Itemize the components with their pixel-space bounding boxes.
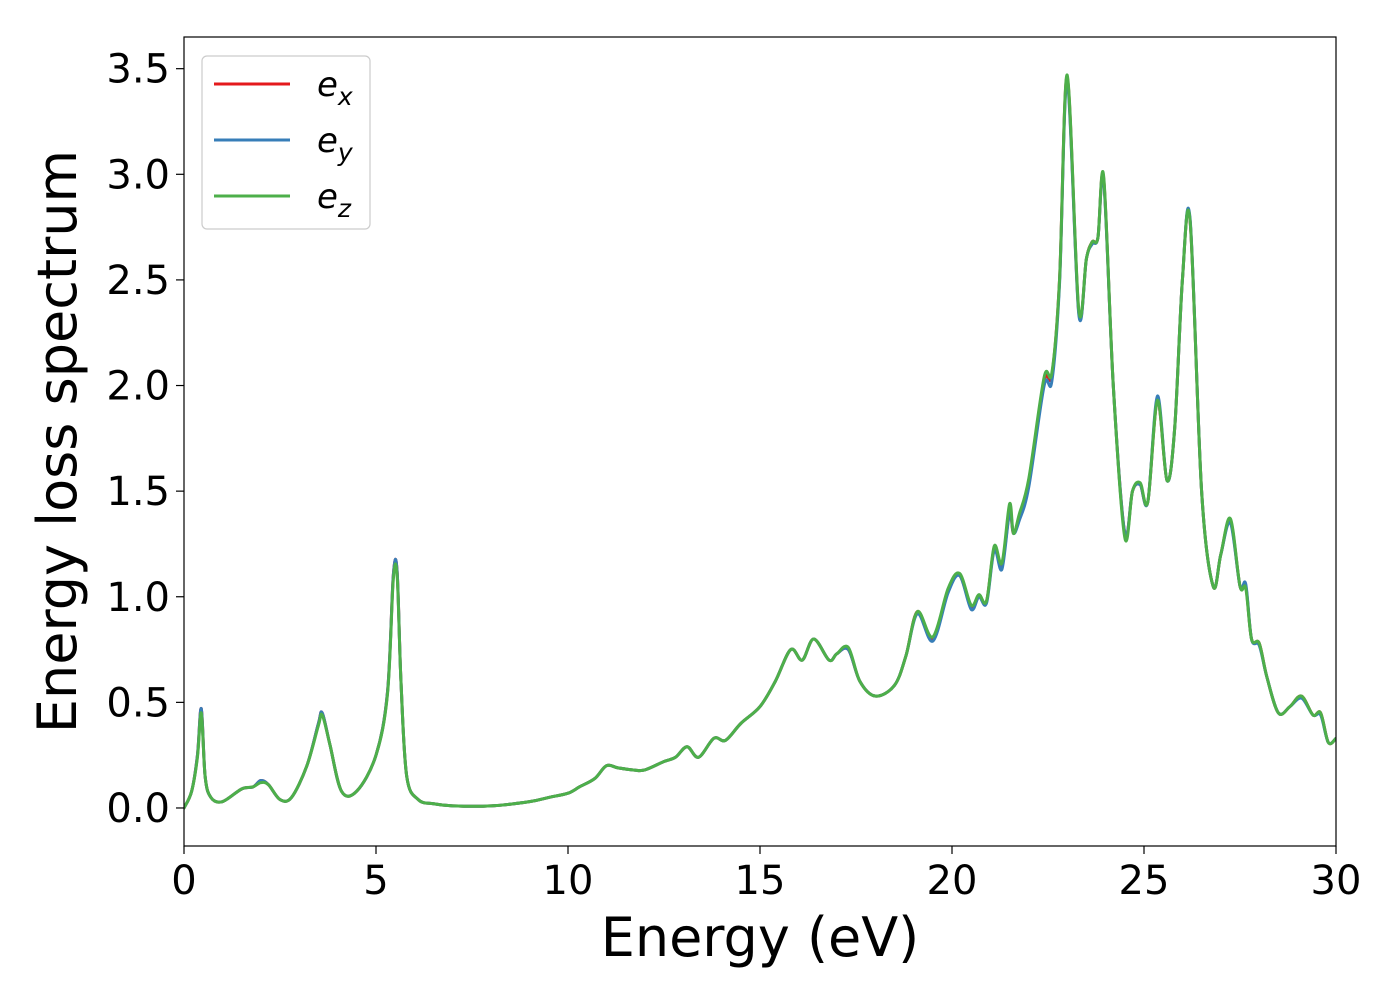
series-layer bbox=[184, 73, 1336, 810]
y-tick-label: 2.0 bbox=[106, 364, 170, 410]
legend-label: ez bbox=[317, 177, 352, 223]
y-axis-label: Energy loss spectrum bbox=[26, 150, 89, 733]
x-tick-label: 5 bbox=[363, 858, 388, 904]
x-tick-label: 30 bbox=[1311, 858, 1362, 904]
legend-item: ez bbox=[214, 177, 352, 223]
x-tick-label: 10 bbox=[543, 858, 594, 904]
y-tick-label: 3.0 bbox=[106, 152, 170, 198]
y-axis: 0.0 0.5 1.0 1.5 2.0 2.5 3.0 3.5 bbox=[106, 47, 184, 832]
y-tick-label: 2.5 bbox=[106, 258, 170, 304]
y-tick-label: 3.5 bbox=[106, 47, 170, 93]
legend-item: ey bbox=[214, 121, 354, 167]
legend-label: ex bbox=[317, 65, 353, 111]
x-axis-label: Energy (eV) bbox=[601, 906, 920, 969]
y-tick-label: 0.5 bbox=[106, 680, 170, 726]
series-line-e-z bbox=[184, 73, 1336, 810]
legend-label: ey bbox=[317, 121, 354, 167]
legend-item: ex bbox=[214, 65, 353, 111]
x-tick-label: 0 bbox=[171, 858, 196, 904]
x-tick-label: 15 bbox=[735, 858, 786, 904]
y-tick-label: 1.0 bbox=[106, 575, 170, 621]
legend-box bbox=[201, 55, 371, 230]
x-tick-label: 20 bbox=[927, 858, 978, 904]
y-tick-label: 1.5 bbox=[106, 469, 170, 515]
y-tick-label: 0.0 bbox=[106, 786, 170, 832]
x-tick-label: 25 bbox=[1119, 858, 1170, 904]
legend: ex ey ez bbox=[201, 55, 371, 230]
x-axis: 0 5 10 15 20 25 30 bbox=[171, 846, 1361, 904]
